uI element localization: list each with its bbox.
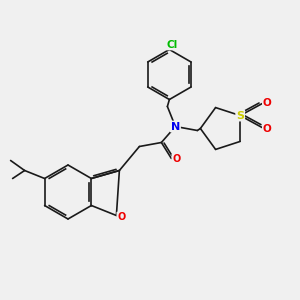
Text: Cl: Cl bbox=[167, 40, 178, 50]
Text: O: O bbox=[117, 212, 125, 223]
Text: O: O bbox=[172, 154, 181, 164]
Text: N: N bbox=[171, 122, 180, 131]
Text: O: O bbox=[263, 124, 272, 134]
Text: S: S bbox=[236, 111, 244, 121]
Text: O: O bbox=[263, 98, 272, 108]
